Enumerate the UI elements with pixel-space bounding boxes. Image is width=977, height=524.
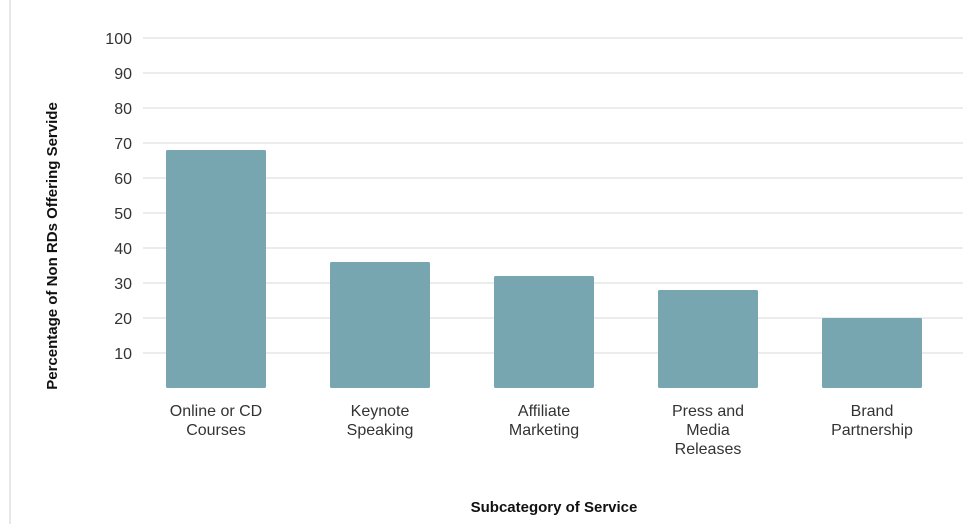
- bar: [494, 276, 594, 388]
- y-tick-label: 20: [114, 311, 132, 328]
- y-tick-label: 40: [114, 241, 132, 258]
- x-category-label: Partnership: [831, 422, 913, 439]
- y-tick-label: 70: [114, 136, 132, 153]
- y-tick-label: 30: [114, 276, 132, 293]
- x-category-label: Speaking: [347, 422, 414, 439]
- bar: [822, 318, 922, 388]
- bar: [166, 150, 266, 388]
- bars: [166, 150, 922, 388]
- y-tick-label: 100: [105, 31, 132, 48]
- x-category-label: Press and: [672, 403, 744, 420]
- x-category-label: Marketing: [509, 422, 579, 439]
- y-axis-title: Percentage of Non RDs Offering Servide: [44, 102, 61, 390]
- x-category-label: Releases: [675, 441, 742, 458]
- y-axis-ticks: 10 20 30 40 50 60 70 80 90 100: [105, 31, 132, 363]
- bar: [330, 262, 430, 388]
- x-category-label: Online or CD: [170, 403, 262, 420]
- y-tick-label: 60: [114, 171, 132, 188]
- gridlines: [143, 37, 963, 354]
- x-axis-title: Subcategory of Service: [471, 499, 638, 516]
- x-category-label: Affiliate: [518, 403, 570, 420]
- y-tick-label: 50: [114, 206, 132, 223]
- x-category-label: Brand: [851, 403, 894, 420]
- x-category-label: Media: [686, 422, 730, 439]
- x-category-label: Courses: [186, 422, 246, 439]
- x-category-label: Keynote: [351, 403, 410, 420]
- y-tick-label: 90: [114, 66, 132, 83]
- x-axis-category-labels: Online or CD Courses Keynote Speaking Affili…: [170, 403, 913, 458]
- y-tick-label: 80: [114, 101, 132, 118]
- y-tick-label: 10: [114, 346, 132, 363]
- bar: [658, 290, 758, 388]
